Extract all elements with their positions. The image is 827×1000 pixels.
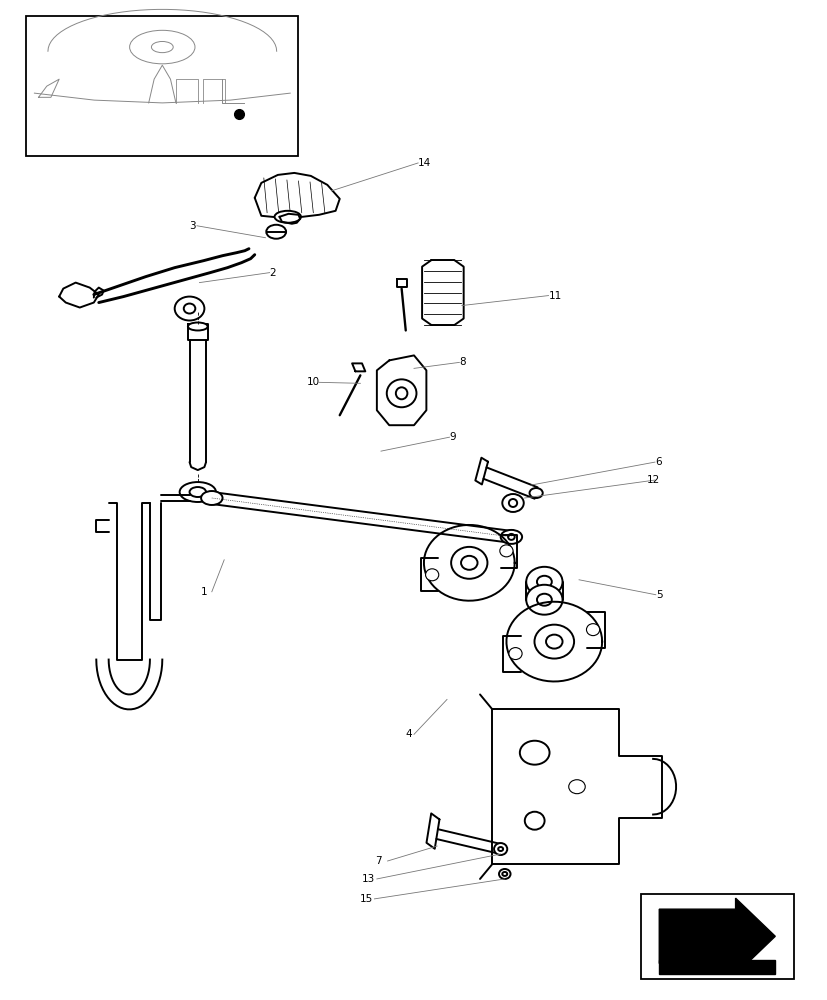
- Ellipse shape: [500, 545, 513, 557]
- Ellipse shape: [130, 30, 194, 64]
- Ellipse shape: [498, 847, 503, 851]
- Text: 9: 9: [449, 432, 456, 442]
- Ellipse shape: [451, 547, 487, 579]
- Ellipse shape: [425, 569, 438, 581]
- Text: 13: 13: [361, 874, 375, 884]
- Ellipse shape: [188, 322, 208, 330]
- Text: 11: 11: [547, 291, 561, 301]
- Ellipse shape: [524, 812, 544, 830]
- Ellipse shape: [537, 576, 551, 588]
- Ellipse shape: [519, 741, 549, 765]
- Text: 1: 1: [201, 587, 208, 597]
- Ellipse shape: [266, 225, 286, 239]
- Polygon shape: [658, 898, 774, 974]
- Text: 12: 12: [646, 475, 659, 485]
- Text: 15: 15: [359, 894, 372, 904]
- Ellipse shape: [500, 530, 522, 544]
- Ellipse shape: [494, 843, 507, 855]
- Ellipse shape: [189, 487, 206, 497]
- Ellipse shape: [151, 41, 173, 53]
- Bar: [640, 894, 792, 979]
- Ellipse shape: [395, 387, 407, 399]
- Polygon shape: [658, 960, 774, 974]
- Text: 2: 2: [270, 268, 276, 278]
- Text: 10: 10: [306, 377, 319, 387]
- Bar: [26, 16, 298, 156]
- Ellipse shape: [537, 594, 551, 606]
- Ellipse shape: [499, 869, 510, 879]
- Ellipse shape: [509, 499, 517, 507]
- Ellipse shape: [586, 624, 599, 636]
- Ellipse shape: [568, 780, 585, 794]
- Ellipse shape: [179, 482, 216, 502]
- Ellipse shape: [526, 567, 562, 597]
- Ellipse shape: [529, 488, 542, 498]
- Text: 5: 5: [655, 590, 662, 600]
- Ellipse shape: [275, 211, 300, 223]
- Ellipse shape: [502, 872, 507, 876]
- Ellipse shape: [461, 556, 477, 570]
- Ellipse shape: [184, 304, 195, 314]
- Text: 4: 4: [405, 729, 412, 739]
- Ellipse shape: [386, 379, 416, 407]
- Ellipse shape: [502, 494, 523, 512]
- Ellipse shape: [201, 491, 222, 505]
- Text: 14: 14: [418, 158, 431, 168]
- Text: 3: 3: [189, 221, 196, 231]
- Text: 7: 7: [375, 856, 381, 866]
- Ellipse shape: [534, 625, 573, 659]
- Ellipse shape: [526, 585, 562, 615]
- Ellipse shape: [509, 648, 522, 660]
- Text: 8: 8: [459, 357, 466, 367]
- Text: 6: 6: [654, 457, 661, 467]
- Ellipse shape: [545, 635, 562, 649]
- Ellipse shape: [174, 297, 204, 321]
- Ellipse shape: [508, 534, 514, 540]
